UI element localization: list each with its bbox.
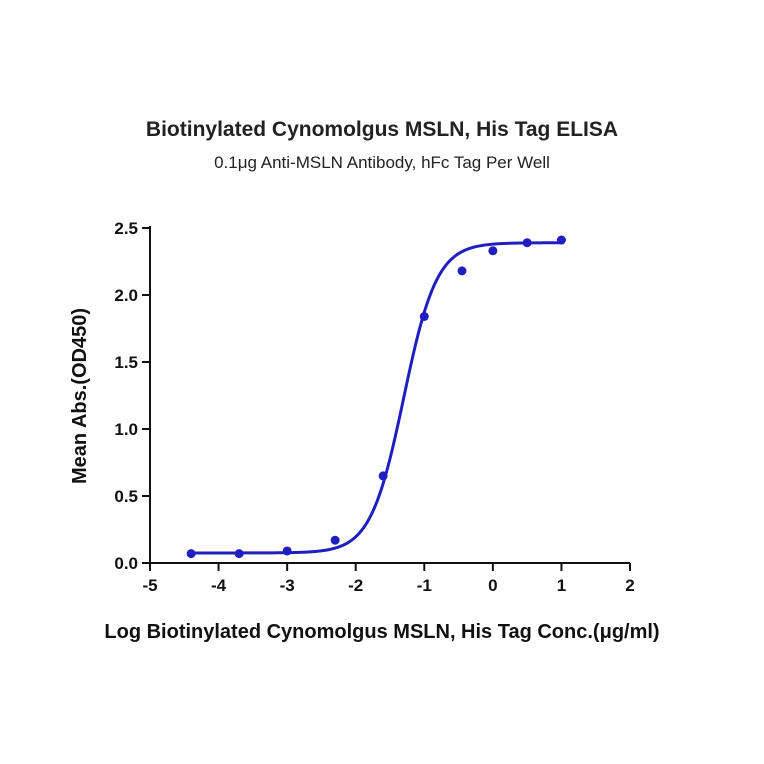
data-point — [234, 549, 244, 559]
data-point — [186, 549, 196, 559]
chart-title: Biotinylated Cynomolgus MSLN, His Tag EL… — [145, 118, 619, 141]
data-point — [556, 235, 566, 245]
x-axis-label: Log Biotinylated Cynomolgus MSLN, His Ta… — [104, 621, 659, 643]
y-tick-label: 1.5 — [114, 353, 138, 372]
data-point — [282, 546, 292, 556]
axes: 0.0 0.5 1.0 1.5 2.0 2.5 -5 -4 -3 -2 -1 0 1 2 — [114, 219, 634, 595]
y-tick-label: 1.0 — [114, 420, 138, 439]
data-point — [330, 535, 340, 545]
y-tick-label: 0.0 — [114, 554, 138, 573]
x-tick-label: -1 — [417, 576, 432, 595]
data-point — [419, 311, 429, 321]
data-points — [186, 235, 566, 559]
data-point — [378, 471, 388, 481]
x-tick-label: -2 — [348, 576, 363, 595]
data-point — [488, 246, 498, 256]
y-tick-label: 0.5 — [114, 487, 138, 506]
chart-subtitle: 0.1μg Anti-MSLN Antibody, hFc Tag Per We… — [214, 153, 550, 172]
y-axis-label: Mean Abs.(OD450) — [69, 308, 91, 484]
y-tick-label: 2.0 — [114, 286, 138, 305]
y-tick-label: 2.5 — [114, 219, 138, 238]
data-point — [457, 266, 467, 276]
fit-curve — [191, 241, 562, 555]
x-tick-label: -5 — [142, 576, 157, 595]
x-tick-label: 2 — [625, 576, 634, 595]
data-point — [522, 238, 532, 248]
x-tick-label: -4 — [211, 576, 227, 595]
x-tick-label: 1 — [557, 576, 566, 595]
x-tick-label: -3 — [280, 576, 295, 595]
x-tick-label: 0 — [488, 576, 497, 595]
